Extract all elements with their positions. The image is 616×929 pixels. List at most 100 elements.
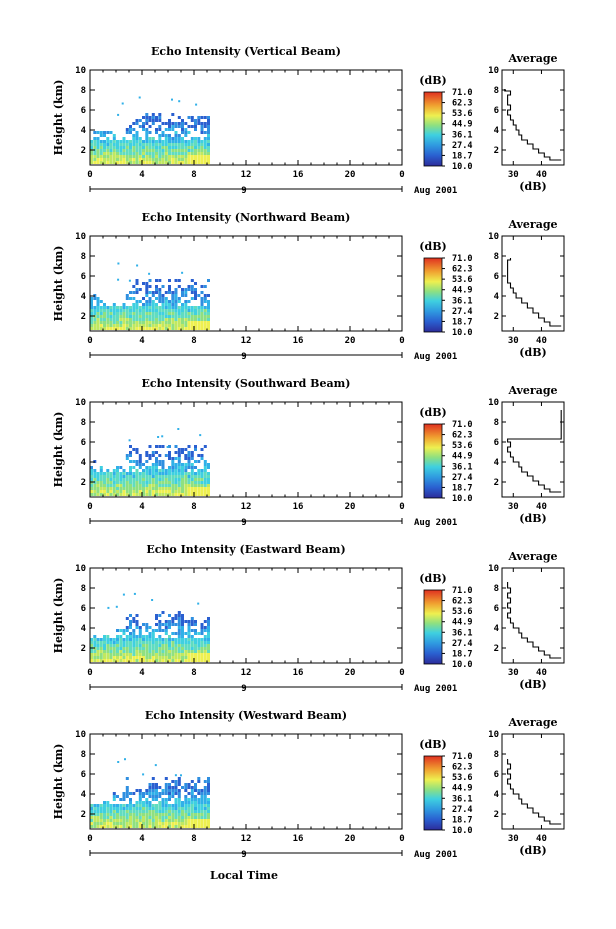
profile-frame [501,567,565,664]
heatmap-cell [109,475,113,478]
heatmap-cell [155,445,158,448]
heatmap-cell [197,644,201,647]
x-tick-label: 8 [191,502,196,512]
heatmap-cell [174,327,178,330]
heatmap-cell [129,324,132,327]
heatmap-cell [99,312,103,315]
heatmap-cell [187,641,191,644]
heatmap-cell [194,795,197,798]
heatmap-cell [151,306,155,309]
heatmap-cell [158,816,162,819]
heatmap-cell [125,306,129,309]
heatmap-cell [190,647,194,650]
heatmap-cell [93,324,97,327]
heatmap-cell [135,493,139,496]
heatmap-cell [177,149,181,152]
heatmap-cell [190,807,194,810]
heatmap-cell [203,469,207,472]
heatmap-cell [178,100,181,103]
heatmap-cell [168,312,171,315]
heatmap-cell [109,490,113,493]
heatmap-cell [158,119,162,122]
heatmap-cell [197,487,201,490]
profile-title: Average [507,52,557,65]
heatmap-cell [203,481,207,484]
heatmap-cell [203,285,207,288]
heatmap-cell [155,143,158,146]
heatmap-cell [125,321,129,324]
heatmap-cell [129,466,132,469]
heatmap-cell [207,789,210,792]
x-tick-label: 12 [241,668,252,678]
heatmap-cell [164,626,168,629]
heatmap-cell [190,641,194,644]
heatmap-cell [200,116,204,119]
heatmap-cell [171,810,175,813]
heatmap-cell [203,312,207,315]
heatmap-cell [181,119,184,122]
heatmap-cell [155,161,158,164]
heatmap-cell [116,487,119,490]
heatmap-cell [181,623,184,626]
heatmap-cell [158,161,162,164]
heatmap-cell [119,309,123,312]
y-tick-label: 4 [81,790,87,800]
heatmap-cell [116,478,119,481]
heatmap-cell [181,801,184,804]
heatmap-cell [93,825,97,828]
heatmap-cell [116,641,119,644]
heatmap-cell [129,125,132,128]
heatmap-cell [161,481,165,484]
heatmap-cell [194,481,197,484]
profile-y-tick-label: 2 [494,312,499,322]
heatmap-cell [158,650,162,653]
heatmap-cell [181,303,184,306]
colorbar-tick-label: 44.9 [452,286,472,296]
heatmap-cell [135,143,139,146]
heatmap-cell [129,632,132,635]
heatmap-cell [135,469,139,472]
heatmap-cell [181,487,184,490]
heatmap-cell [177,285,181,288]
heatmap-cell [187,125,191,128]
heatmap-cell [145,161,149,164]
heatmap-cell [168,445,171,448]
heatmap-cell [132,291,136,294]
heatmap-cell [135,327,139,330]
heatmap-cell [187,116,191,119]
heatmap-cell [168,653,171,656]
heatmap-cell [112,493,116,496]
heatmap-cell [129,620,132,623]
heatmap-cell [116,813,119,816]
heatmap-cell [145,119,149,122]
heatmap-cell [148,816,152,819]
heatmap-cell [99,659,103,662]
heatmap-cell [158,318,162,321]
heatmap-cell [129,161,132,164]
heatmap-cell [93,822,97,825]
heatmap-cell [194,659,197,662]
heatmap-cell [184,632,188,635]
heatmap-cell [148,792,152,795]
heatmap-cell [203,792,207,795]
heatmap-cell [203,825,207,828]
heatmap-cell [177,469,181,472]
heatmap-cell [116,635,119,638]
colorbar-unit: (dB) [419,240,446,253]
heatmap-cell [122,493,126,496]
heatmap-cell [125,638,129,641]
heatmap-cell [90,819,93,822]
heatmap-cell [194,146,197,149]
heatmap-cell [197,321,201,324]
heatmap-cell [93,152,97,155]
heatmap-cell [112,484,116,487]
heatmap-cell [128,439,131,442]
heatmap-cell [155,451,158,454]
heatmap-cell [142,472,145,475]
heatmap-cell [106,813,110,816]
heatmap-cell [164,128,168,131]
heatmap-cell [93,306,97,309]
heatmap-cell [93,469,97,472]
heatmap-cell [203,131,207,134]
heatmap-cell [197,816,201,819]
